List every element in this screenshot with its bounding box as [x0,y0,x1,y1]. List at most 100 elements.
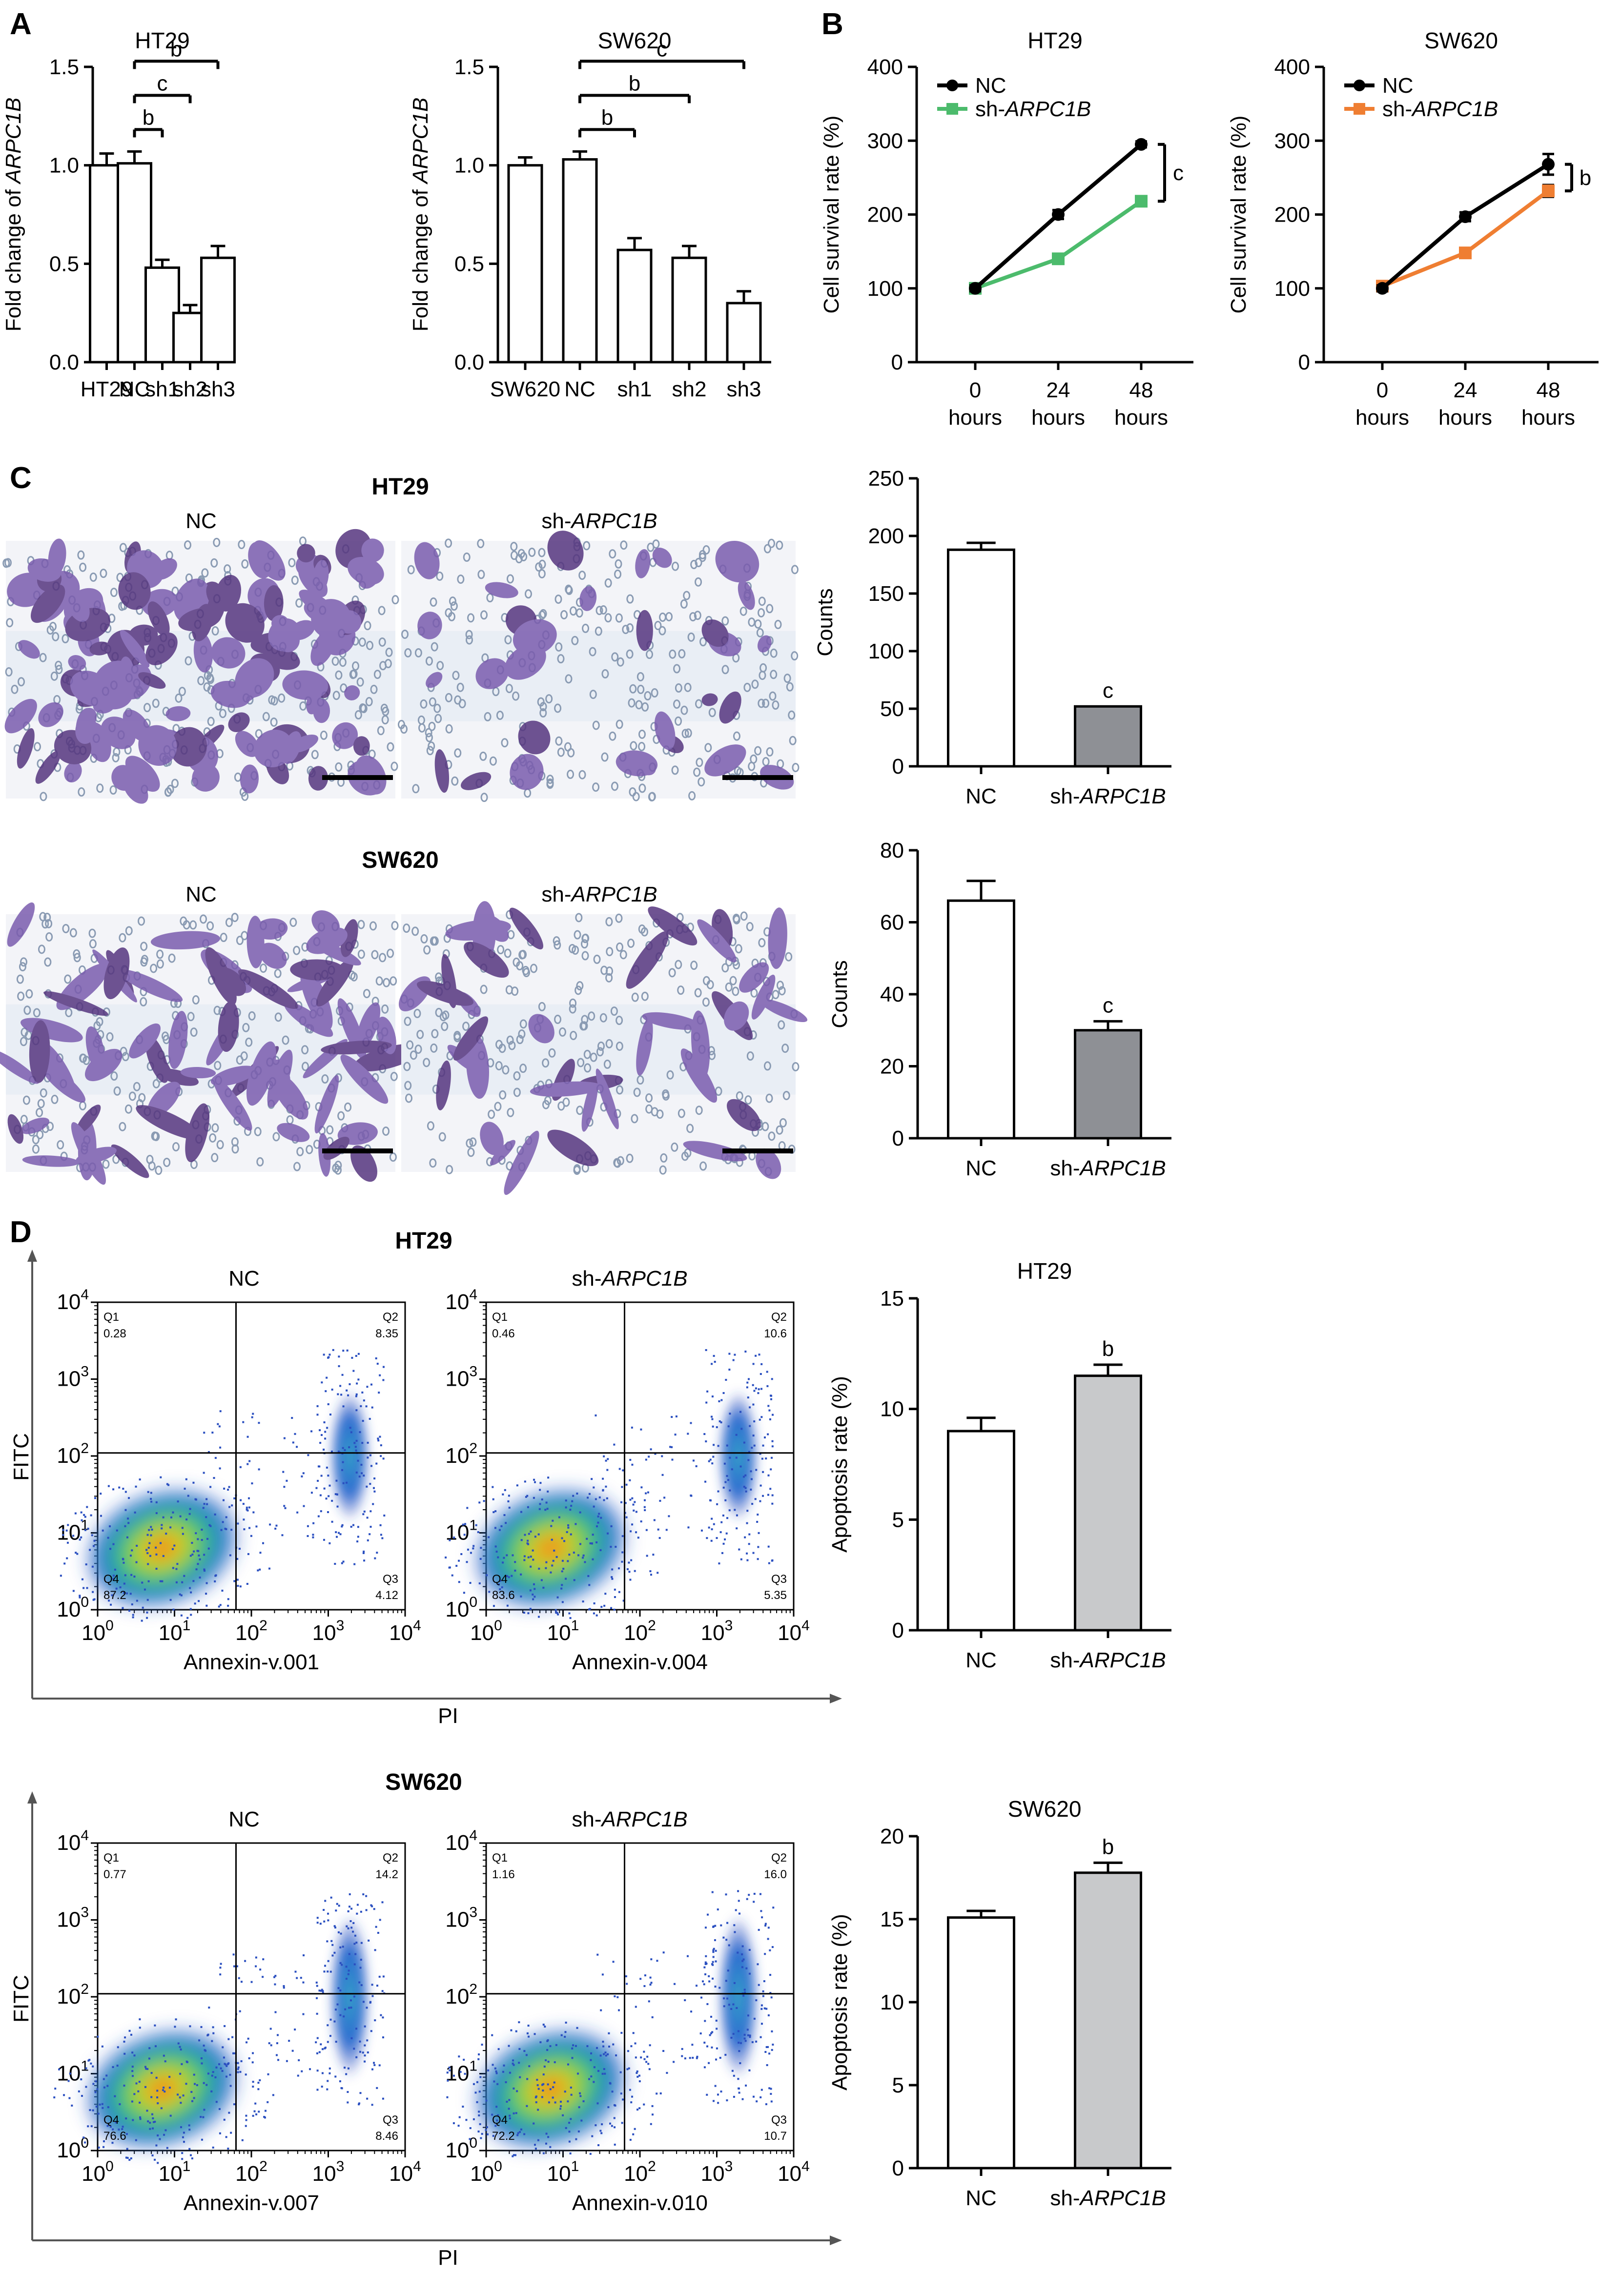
scatter-dot [138,2081,141,2083]
scatter-dot [762,1990,764,1992]
pore [743,682,751,692]
scatter-dot [67,2080,70,2082]
scatter-dot [631,1497,634,1499]
scatter-dot [331,1954,334,1957]
cell [18,640,40,659]
flow-plot: 100100101101102102103103104104Q11.16Q216… [445,1827,809,2215]
scatter-dot [616,1996,619,1998]
pore [387,742,394,752]
pore [429,697,436,707]
scatter-dot [381,1990,384,1992]
scatter-dot [267,2101,269,2103]
pore [581,1015,589,1025]
scatter-dot [575,1523,577,1525]
scatter-dot [81,2095,83,2097]
scatter-dot [542,2152,545,2154]
scatter-dot [353,1943,356,1945]
scatter-dot [321,2048,324,2050]
scatter-dot [191,2100,194,2102]
pore [573,1166,581,1175]
scatter-dot [636,2075,639,2078]
pore [629,787,636,797]
pore [428,741,435,751]
cell [21,1117,50,1134]
cell [510,754,544,790]
scatter-dot [367,2051,369,2053]
cell [701,619,729,647]
scatter-dot [770,1398,773,1400]
scatter-dot [747,1396,749,1399]
cell [480,914,509,942]
scatter-dot [666,2071,668,2074]
significance-label: c [1173,161,1184,185]
pore [109,785,117,795]
scatter-dot [296,1511,299,1514]
pore [776,1125,783,1135]
pore [530,964,537,973]
scatter-dot [756,1520,759,1523]
pore [124,1104,132,1114]
scatter-dot [645,1529,648,1531]
pore [770,670,778,679]
scatter-dot [643,1985,646,1988]
scatter-dot [548,2101,550,2104]
scatter-dot [747,2014,749,2017]
scatter-dot [513,2112,515,2114]
flow-x-label: Annexin-v.001 [184,1650,319,1674]
x-tick-unit: hours [1031,406,1085,430]
pore [484,712,492,721]
y-tick-base: 10 [445,1908,469,1932]
scatter-dot [570,1533,572,1536]
scatter-dot [576,2027,578,2029]
scatter-dot [486,2126,488,2129]
scatter-dot [753,1444,756,1447]
scatter-dot [593,2066,595,2069]
scatter-dot [360,1910,362,1913]
scatter-dot [360,1984,363,1987]
pore [508,1041,516,1050]
scatter-dot [346,1925,348,1927]
scatter-dot [321,1381,323,1384]
pore [769,691,777,701]
pore [627,939,635,948]
scatter-dot [127,1522,130,1524]
scatter-dot [148,2057,150,2060]
scatter-dot [353,1995,355,1998]
scatter-dot [203,2045,205,2047]
scatter-dot [631,1523,634,1526]
pore [581,951,589,961]
scatter-dot [192,1580,195,1582]
scatter-dot [530,1565,532,1568]
scatter-dot [302,2013,305,2015]
scatter-dot [122,1488,124,1490]
scatter-dot [546,1508,549,1510]
scatter-dot [746,1386,748,1389]
scatter-dot [741,1960,744,1962]
scatter-dot [195,1532,197,1535]
scatter-dot [570,1505,573,1507]
pore [613,1158,621,1168]
scatter-dot [711,2046,713,2049]
pore [240,1051,248,1061]
scatter-dot [168,2076,171,2078]
scatter-dot [510,2029,513,2031]
scatter-dot [690,1495,693,1497]
cell [756,1148,781,1179]
y-tick-label: 103 [445,1905,477,1932]
scatter-dot [512,1554,514,1557]
q3-value: 4.12 [375,1589,398,1602]
scatter-dot [537,1533,540,1536]
scatter-dot [696,2057,698,2059]
scatter-dot [547,2039,549,2042]
cell [193,633,213,673]
pore [465,635,473,645]
scatter-dot [223,1487,226,1490]
scatter-dot [316,2012,318,2015]
scatter-dot [315,2041,317,2044]
scatter-dot [360,1405,362,1407]
pore [600,965,608,975]
pore [695,1106,703,1115]
pore [301,1062,309,1071]
scatter-dot [595,1498,597,1500]
